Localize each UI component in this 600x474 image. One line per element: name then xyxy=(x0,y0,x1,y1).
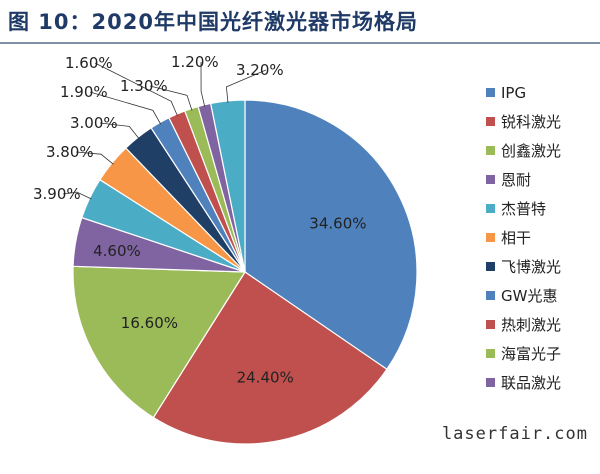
leader-line-5 xyxy=(62,191,92,200)
legend-swatch-4 xyxy=(486,175,495,184)
slice-label-11: 1.20% xyxy=(171,53,219,71)
leader-line-8 xyxy=(89,91,162,125)
legend-swatch-6 xyxy=(486,233,495,242)
legend-swatch-7 xyxy=(486,262,495,271)
leader-line-12 xyxy=(225,69,267,103)
legend-label-2: 锐科激光 xyxy=(501,113,561,131)
slice-label-1: 34.60% xyxy=(309,214,366,232)
slice-label-8: 1.90% xyxy=(60,83,108,101)
chart-title: 图 10：2020年中国光纤激光器市场格局 xyxy=(8,10,418,34)
legend-label-5: 杰普特 xyxy=(501,200,546,218)
slice-label-3: 16.60% xyxy=(121,314,178,332)
leader-line-10 xyxy=(149,85,193,111)
legend-swatch-2 xyxy=(486,117,495,126)
leader-line-11 xyxy=(200,61,206,107)
leader-line-6 xyxy=(75,151,114,165)
slice-label-10: 1.30% xyxy=(120,77,168,95)
legend-label-7: 飞博激光 xyxy=(501,258,561,276)
legend-label-6: 相干 xyxy=(501,229,531,247)
pie-slice-3 xyxy=(72,265,247,419)
pie-slice-2 xyxy=(152,271,388,445)
title-divider xyxy=(0,42,600,44)
legend-label-9: 热刺激光 xyxy=(501,316,561,334)
legend-swatch-11 xyxy=(486,378,495,387)
slice-label-7: 3.00% xyxy=(70,114,118,132)
slice-label-12: 3.20% xyxy=(236,61,284,79)
legend-label-4: 恩耐 xyxy=(501,171,531,189)
legend-label-10: 海富光子 xyxy=(501,345,561,363)
legend-swatch-3 xyxy=(486,146,495,155)
legend-swatch-5 xyxy=(486,204,495,213)
legend-label-1: IPG xyxy=(501,84,526,102)
pie-slice-1 xyxy=(244,99,418,371)
leader-line-7 xyxy=(99,122,140,140)
slice-label-6: 3.80% xyxy=(46,143,94,161)
slice-label-5: 3.90% xyxy=(33,185,81,203)
slice-label-4: 4.60% xyxy=(93,242,141,260)
legend-swatch-8 xyxy=(486,291,495,300)
slice-label-9: 1.60% xyxy=(65,54,113,72)
legend-label-3: 创鑫激光 xyxy=(501,142,561,160)
legend-swatch-9 xyxy=(486,320,495,329)
slice-label-2: 24.40% xyxy=(237,368,294,386)
watermark: laserfair.com xyxy=(441,424,588,444)
legend-label-11: 联品激光 xyxy=(501,374,561,392)
title-bar: 图 10：2020年中国光纤激光器市场格局 xyxy=(0,0,600,44)
legend-swatch-1 xyxy=(486,88,495,97)
leader-line-9 xyxy=(94,62,178,117)
legend-label-8: GW光惠 xyxy=(501,287,557,305)
legend-swatch-10 xyxy=(486,349,495,358)
